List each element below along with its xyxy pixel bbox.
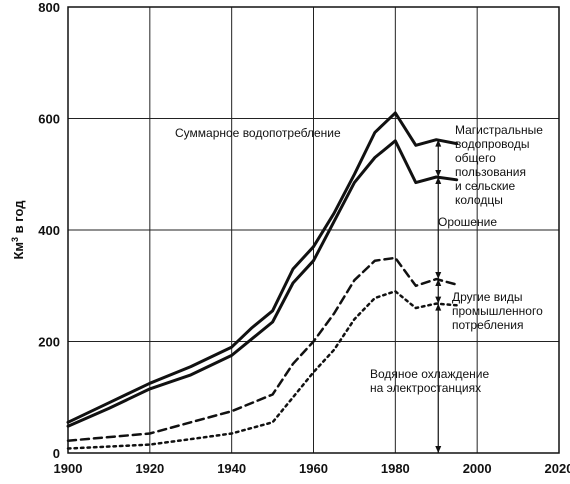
series-line-3	[66, 256, 458, 442]
span-arrowhead-top-4	[435, 303, 442, 311]
annotation-total: Суммарное водопотребление	[175, 126, 341, 140]
span-arrows	[435, 139, 442, 453]
y-axis-label: Км3 в год	[10, 200, 26, 260]
series-line-2	[66, 139, 459, 428]
annotation-industry-1: Другие виды	[452, 290, 522, 304]
annotation-municipal-2: водопроводы	[455, 137, 529, 151]
span-arrowhead-bottom-2	[435, 272, 442, 280]
span-arrowhead-bottom-4	[435, 446, 442, 453]
plot-frame	[67, 6, 560, 454]
y-tick-label: 400	[38, 223, 60, 238]
series-line-4	[66, 290, 458, 450]
series-line-1	[66, 111, 459, 424]
y-tick-label: 0	[53, 446, 60, 461]
annotation-municipal-3: общего	[455, 151, 496, 165]
span-arrowhead-top-2	[435, 177, 442, 185]
span-arrowhead-bottom-1	[435, 170, 442, 178]
x-tick-label: 1920	[135, 461, 164, 476]
x-tick-label: 2000	[463, 461, 492, 476]
annotation-municipal-4: пользования	[455, 165, 526, 179]
annotation-municipal-6: колодцы	[455, 193, 503, 207]
annotation-irrigation: Орошение	[438, 215, 497, 229]
annotation-industry-3: потребления	[452, 318, 523, 332]
x-tick-label: 1900	[54, 461, 83, 476]
span-arrowhead-top-3	[435, 279, 442, 287]
annotation-cooling-1: Водяное охлаждение	[370, 367, 489, 381]
span-arrowhead-top-1	[435, 139, 442, 147]
series-group	[66, 111, 459, 450]
x-tick-label: 2020	[545, 461, 570, 476]
x-tick-label: 1940	[217, 461, 246, 476]
x-tick-label: 1980	[381, 461, 410, 476]
x-tick-label: 1960	[299, 461, 328, 476]
y-tick-label: 200	[38, 335, 60, 350]
annotation-cooling-2: на электростанциях	[370, 381, 481, 395]
y-tick-labels: 0 200 400 600 800	[38, 0, 60, 461]
annotation-municipal-5: и сельские	[455, 179, 516, 193]
y-tick-label: 800	[38, 0, 60, 15]
y-tick-label: 600	[38, 112, 60, 127]
span-arrowhead-bottom-3	[435, 296, 442, 304]
x-tick-labels: 1900 1920 1940 1960 1980 2000 2020	[54, 461, 570, 476]
annotation-industry-2: промышленного	[452, 304, 543, 318]
annotation-municipal-1: Магистральные	[455, 123, 543, 137]
